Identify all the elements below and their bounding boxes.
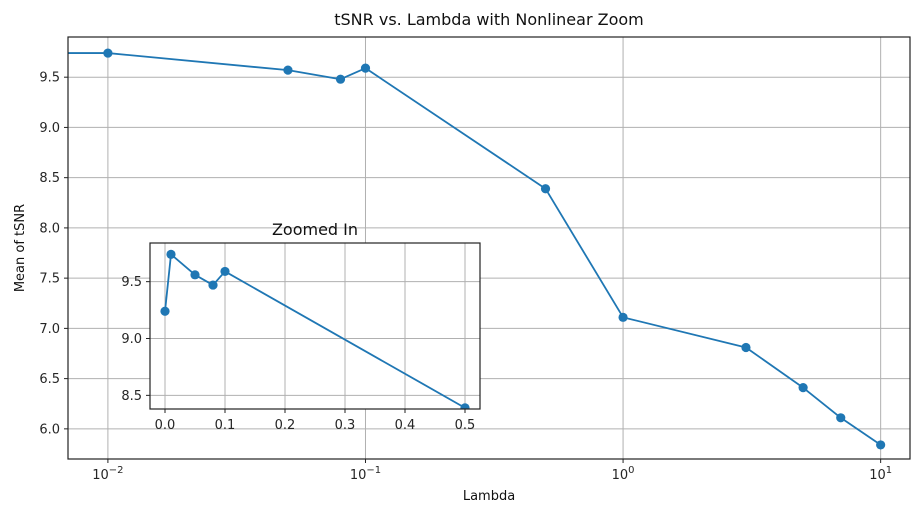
main-data-point — [741, 342, 751, 353]
main-x-tick-label-exponent: −2 — [109, 465, 124, 476]
main-y-tick-label: 8.0 — [39, 221, 60, 236]
main-data-point — [618, 312, 628, 322]
main-x-tick-label-base: 10 — [869, 468, 886, 483]
inset-series-line — [164, 253, 466, 409]
main-x-tick-label-base: 10 — [350, 468, 367, 483]
inset-line-layer — [160, 249, 470, 409]
main-x-tick-label: 100 — [612, 465, 635, 483]
main-data-point — [798, 383, 808, 393]
main-x-tick-label-exponent: −1 — [366, 465, 381, 476]
inset-data-point — [220, 266, 230, 277]
inset-y-tick-label: 8.5 — [121, 389, 142, 404]
main-x-tick-label-base: 10 — [612, 468, 629, 483]
main-x-tick-label-exponent: 1 — [886, 465, 892, 476]
main-data-point — [360, 63, 371, 73]
inset-data-point — [166, 249, 176, 259]
inset-x-tick-label: 0.0 — [155, 418, 176, 433]
main-plot-frame — [67, 36, 911, 460]
inset-data-point — [190, 270, 200, 280]
inset-x-tick-label: 0.2 — [275, 418, 296, 433]
inset-title: Zoomed In — [272, 220, 358, 239]
inset-ticks: 0.0 0.1 0.2 0.3 0.4 0.5 8.5 9.0 9.5 — [121, 275, 475, 433]
inset-series-group — [160, 249, 470, 409]
inset-plot-frame — [149, 242, 481, 410]
inset-grid — [150, 243, 480, 409]
inset-x-tick-label: 0.5 — [455, 418, 476, 433]
inset-data-point — [460, 403, 470, 409]
main-y-tick-label: 7.5 — [39, 272, 60, 287]
main-data-point — [283, 65, 293, 75]
main-x-tick-label: 10−1 — [350, 465, 381, 483]
inset-y-tick-label: 9.5 — [121, 275, 142, 290]
main-y-tick-label: 9.5 — [39, 71, 60, 86]
main-data-point — [836, 413, 846, 423]
inset-y-tick-label: 9.0 — [121, 332, 142, 347]
main-y-tick-label: 6.0 — [39, 422, 60, 437]
main-data-point — [103, 48, 113, 58]
x-axis-label: Lambda — [463, 489, 515, 504]
main-x-tick-label: 10−2 — [92, 465, 123, 483]
y-axis-label: Mean of tSNR — [13, 204, 28, 292]
inset-x-tick-label: 0.3 — [335, 418, 356, 433]
main-data-point — [540, 184, 551, 194]
inset-x-tick-label: 0.4 — [395, 418, 416, 433]
chart-title: tSNR vs. Lambda with Nonlinear Zoom — [334, 10, 643, 29]
inset-data-point — [160, 306, 170, 316]
main-y-tick-label: 7.0 — [39, 322, 60, 337]
inset-background — [150, 243, 480, 409]
main-data-point — [876, 440, 886, 450]
inset-chart: 0.0 0.1 0.2 0.3 0.4 0.5 8.5 9.0 9.5 Zoomed In — [121, 220, 481, 433]
main-y-tick-label: 6.5 — [39, 372, 60, 387]
inset-data-point — [208, 280, 218, 290]
main-y-tick-label: 8.5 — [39, 171, 60, 186]
main-x-tick-label: 101 — [869, 465, 892, 483]
main-data-point — [335, 74, 346, 84]
main-x-tick-label-exponent: 0 — [628, 465, 634, 476]
main-line-layer — [68, 48, 886, 450]
inset-x-tick-label: 0.1 — [215, 418, 236, 433]
main-x-tick-label-base: 10 — [92, 468, 109, 483]
main-series-group — [68, 48, 886, 450]
main-y-tick-label: 9.0 — [39, 121, 60, 136]
